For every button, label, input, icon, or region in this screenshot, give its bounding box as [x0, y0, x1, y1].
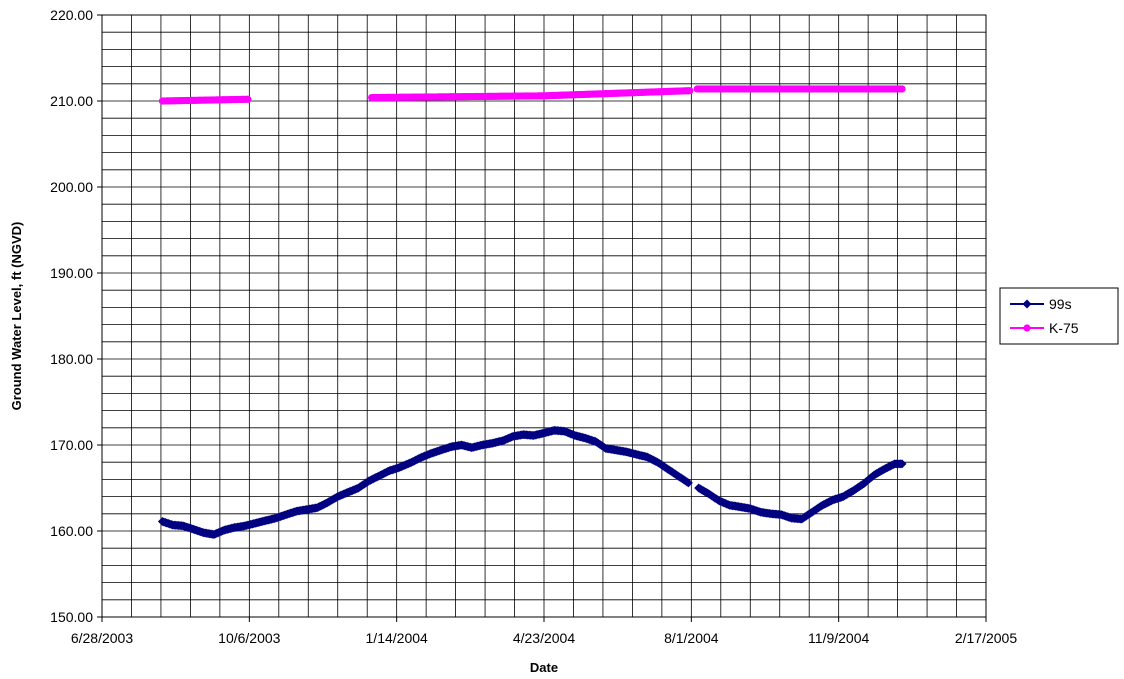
y-tick-label: 210.00 — [50, 93, 93, 109]
y-tick-label: 220.00 — [50, 7, 93, 23]
data-point — [244, 95, 252, 103]
x-axis-ticks: 6/28/2003 10/6/2003 1/14/2004 4/23/2004 8/1/… — [71, 617, 1017, 646]
legend-label: K-75 — [1049, 320, 1079, 336]
series-99s — [157, 425, 907, 539]
legend-label: 99s — [1049, 296, 1072, 312]
x-tick-label: 4/23/2004 — [513, 630, 575, 646]
series-group — [157, 85, 907, 539]
y-tick-label: 190.00 — [50, 265, 93, 281]
legend-item-k-75: K-75 — [1010, 320, 1079, 336]
y-tick-label: 180.00 — [50, 351, 93, 367]
x-tick-label: 10/6/2003 — [218, 630, 280, 646]
y-tick-label: 150.00 — [50, 609, 93, 625]
data-point — [686, 87, 694, 95]
legend-marker — [1022, 299, 1032, 309]
x-tick-label: 2/17/2005 — [955, 630, 1017, 646]
legend-marker — [1023, 324, 1031, 332]
data-point — [683, 478, 693, 488]
grid — [102, 15, 986, 617]
legend: 99s K-75 — [999, 287, 1119, 345]
y-tick-label: 170.00 — [50, 437, 93, 453]
legend-item-99s: 99s — [1010, 296, 1072, 312]
data-point — [897, 459, 907, 469]
series-k-75 — [158, 85, 906, 105]
x-tick-label: 1/14/2004 — [366, 630, 428, 646]
y-axis-ticks: 150.00 160.00 170.00 180.00 190.00 200.00 210.… — [50, 7, 102, 625]
y-axis-title: Ground Water Level, ft (NGVD) — [9, 222, 24, 411]
x-axis-title: Date — [530, 660, 558, 675]
y-tick-label: 200.00 — [50, 179, 93, 195]
x-tick-label: 11/9/2004 — [808, 630, 869, 646]
y-tick-label: 160.00 — [50, 523, 93, 539]
data-point — [898, 85, 906, 93]
x-tick-label: 6/28/2003 — [71, 630, 133, 646]
legend-box — [999, 287, 1119, 345]
x-tick-label: 8/1/2004 — [664, 630, 719, 646]
